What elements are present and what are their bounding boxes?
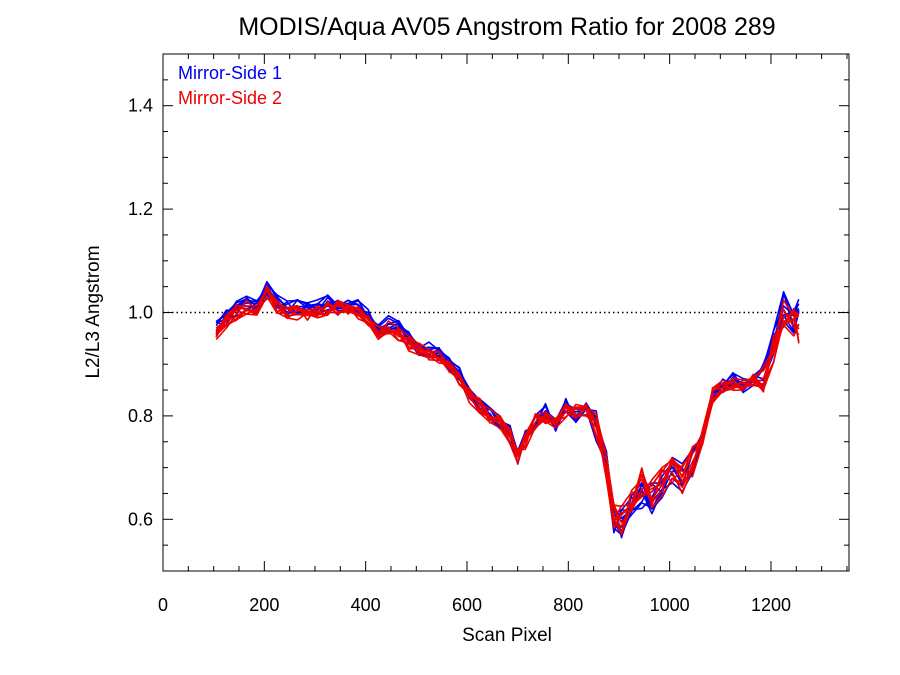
y-axis-label: L2/L3 Angstrom [83, 245, 104, 378]
x-tick-label: 800 [553, 595, 583, 615]
series-line-2 [215, 288, 800, 536]
series-line-2 [215, 295, 800, 535]
series-line-2 [215, 297, 800, 527]
x-tick-label: 400 [351, 595, 381, 615]
y-tick-label: 1.0 [128, 303, 153, 323]
series-line-2 [215, 289, 800, 523]
series-line-2 [215, 298, 800, 529]
series-layer [215, 280, 800, 539]
x-tick-label: 1200 [751, 595, 791, 615]
legend: Mirror-Side 1 Mirror-Side 2 [178, 63, 282, 108]
legend-entry-2: Mirror-Side 2 [178, 88, 282, 108]
x-tick-label: 600 [452, 595, 482, 615]
series-line-1 [215, 288, 800, 539]
y-axis-ticks: 0.6 0.8 1.0 1.2 1.4 [128, 79, 849, 546]
series-line-1 [215, 289, 800, 534]
x-axis-ticks: 0 200 400 600 800 1000 1200 [158, 54, 848, 615]
y-tick-label: 1.4 [128, 96, 153, 116]
x-tick-label: 1000 [650, 595, 690, 615]
chart-title: MODIS/Aqua AV05 Angstrom Ratio for 2008 … [238, 13, 775, 41]
series-line-1 [215, 291, 800, 536]
y-tick-label: 0.8 [128, 406, 153, 426]
y-tick-label: 0.6 [128, 509, 153, 529]
legend-entry-1: Mirror-Side 1 [178, 63, 282, 83]
x-axis-label: Scan Pixel [462, 625, 552, 646]
y-tick-label: 1.2 [128, 199, 153, 219]
x-tick-label: 200 [249, 595, 279, 615]
x-tick-label: 0 [158, 595, 168, 615]
